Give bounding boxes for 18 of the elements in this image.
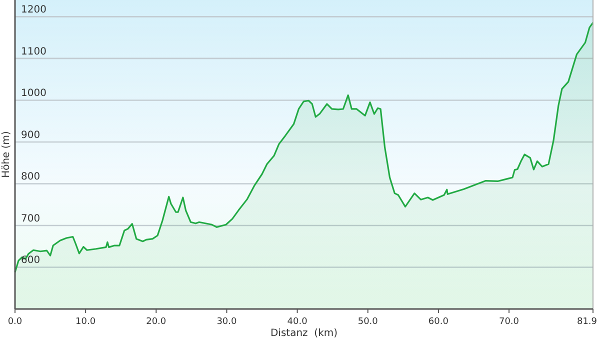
y-tick-label: 700	[21, 213, 40, 224]
y-tick-label: 900	[21, 130, 40, 141]
x-tick-label: 70.0	[498, 317, 520, 327]
x-tick-label: 30.0	[216, 317, 238, 327]
x-tick-label: 60.0	[428, 317, 449, 327]
x-tick-label: 20.0	[146, 317, 166, 327]
y-tick-label: 1200	[21, 4, 46, 16]
x-tick-label: 50.0	[358, 317, 378, 327]
x-tick-label: 40.0	[287, 317, 308, 327]
x-axis-title: Distanz (km)	[270, 328, 338, 339]
x-tick-label: 81.9	[576, 317, 598, 327]
x-tick-label: 0.0	[8, 317, 22, 327]
y-tick-label: 600	[21, 255, 40, 266]
y-tick-label: 800	[21, 172, 40, 183]
x-tick-label: 10.0	[76, 317, 96, 327]
y-tick-label: 1100	[21, 46, 46, 58]
y-tick-label: 1000	[21, 88, 46, 100]
y-axis-title: Höhe (m)	[1, 130, 12, 178]
